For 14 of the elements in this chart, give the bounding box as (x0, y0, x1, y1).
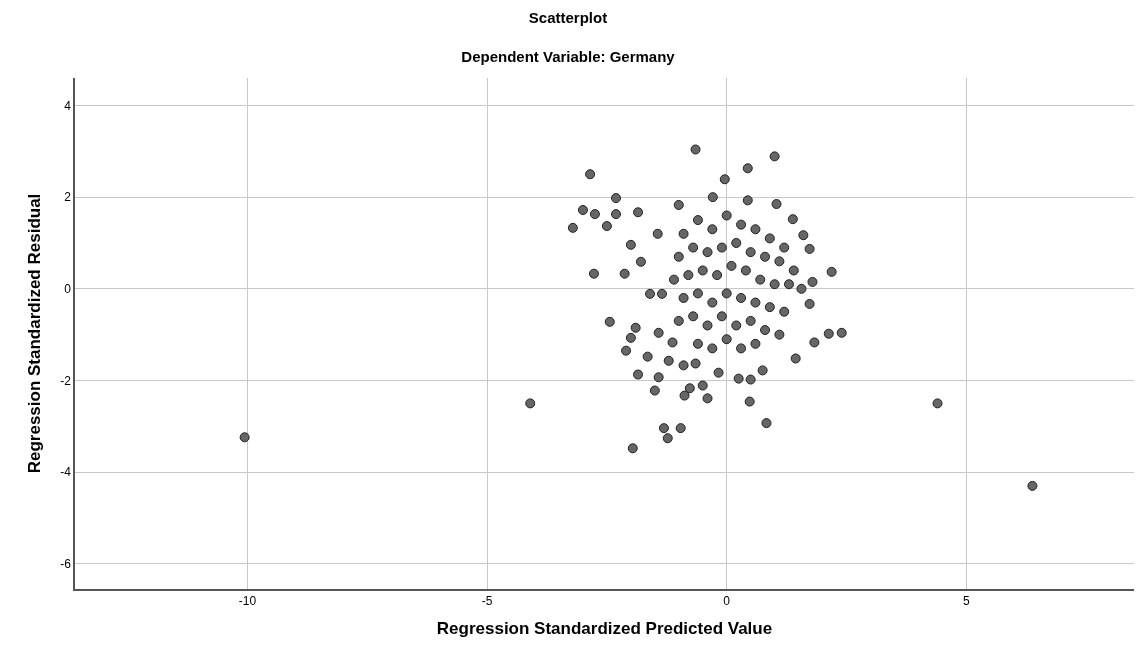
chart-subtitle: Dependent Variable: Germany (461, 48, 676, 66)
y-tick-label: -6 (60, 556, 72, 571)
y-tick-label: 0 (64, 282, 72, 297)
chart-title: Scatterplot (528, 9, 608, 27)
y-tick-label: -2 (60, 373, 72, 388)
x-tick-label: 0 (723, 594, 731, 609)
y-axis-title: Regression Standardized Residual (25, 193, 45, 474)
x-tick-label: 5 (962, 594, 970, 609)
y-tick-label: 2 (64, 190, 72, 205)
y-tick-label: -4 (60, 465, 72, 480)
x-tick-label: -10 (238, 594, 257, 609)
y-tick-label: 4 (64, 98, 72, 113)
x-axis-title: Regression Standardized Predicted Value (436, 619, 773, 639)
x-tick-label: -5 (481, 594, 493, 609)
